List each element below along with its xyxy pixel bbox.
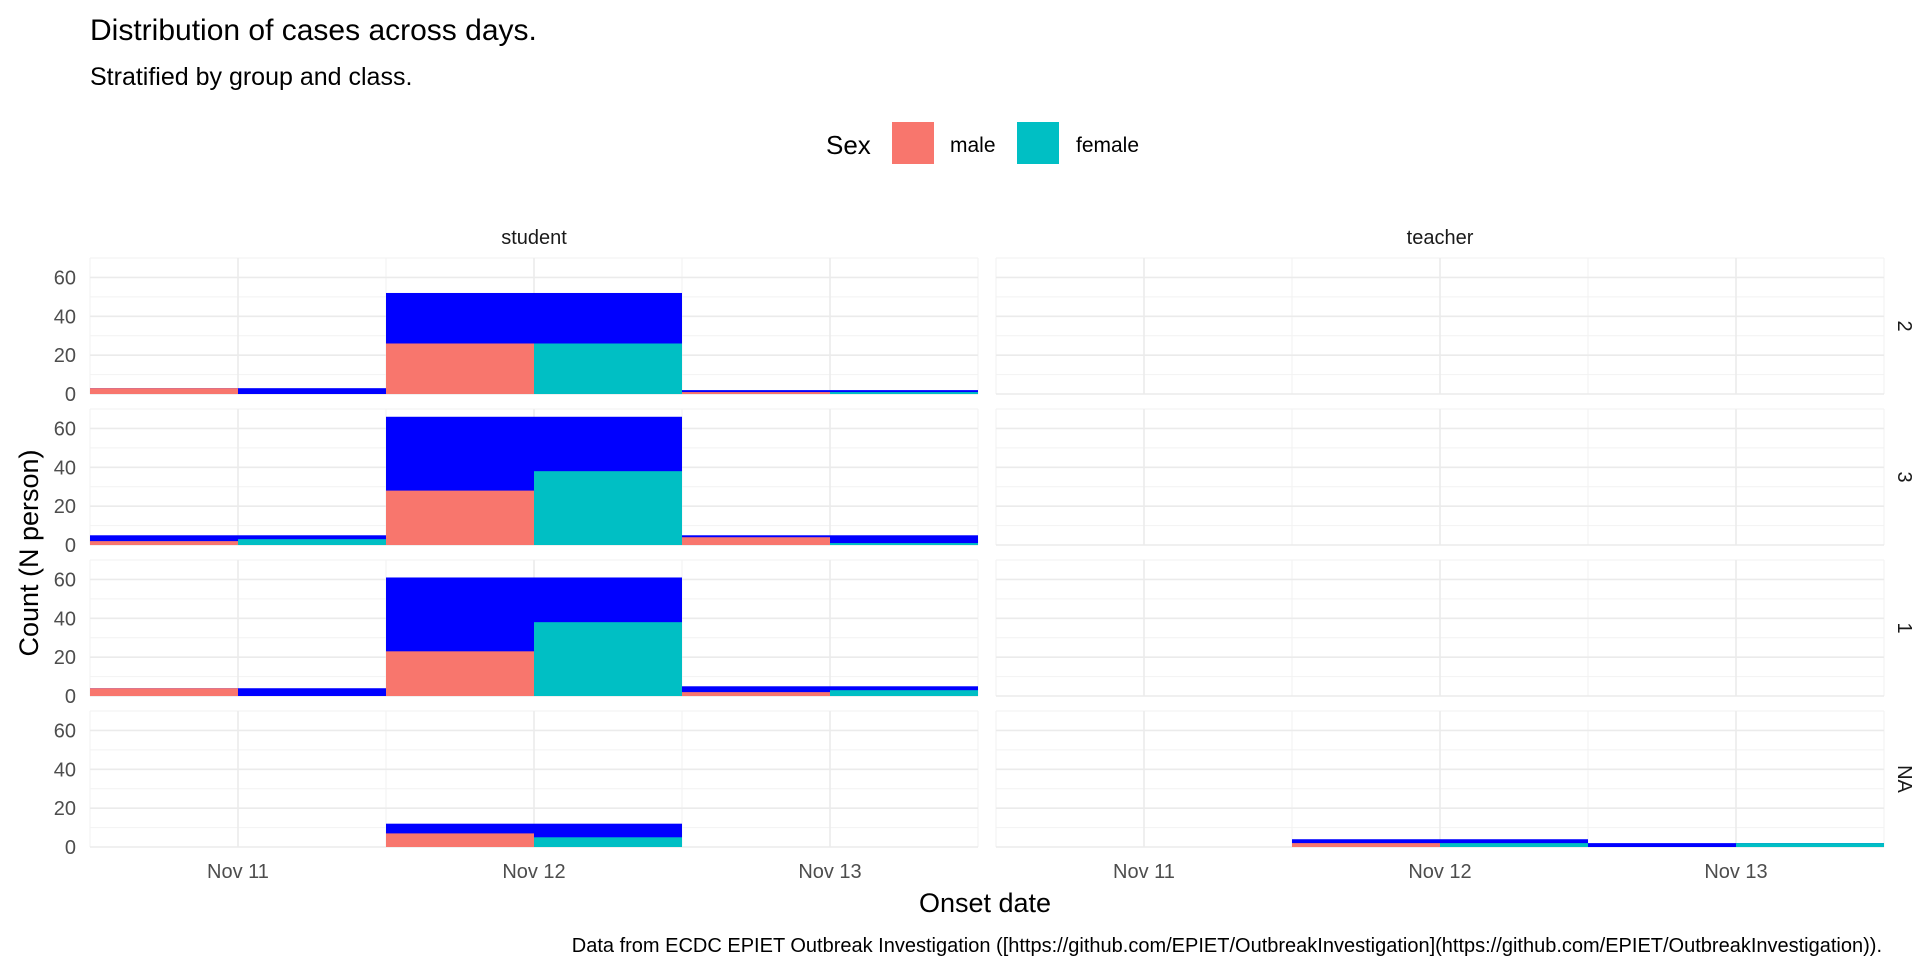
y-tick-label: 20	[54, 345, 76, 367]
x-tick-label: Nov 12	[1408, 861, 1471, 883]
bar-female	[534, 622, 682, 696]
strip-label-teacher: teacher	[1407, 227, 1474, 249]
y-tick-label: 40	[54, 608, 76, 630]
y-tick-label: 40	[54, 759, 76, 781]
y-tick-label: 0	[65, 686, 76, 708]
bar-male	[682, 392, 830, 394]
y-axis-title: Count (N person)	[14, 449, 44, 656]
x-tick-label: Nov 13	[798, 861, 861, 883]
y-tick-label: 60	[54, 569, 76, 591]
bar-female	[534, 471, 682, 545]
strip-label-row-1: 1	[1893, 622, 1915, 633]
bar-female	[534, 837, 682, 847]
x-axis-title: Onset date	[919, 888, 1051, 918]
bar-male	[1292, 843, 1440, 847]
legend: Sex male female	[826, 122, 1139, 164]
bar-male	[90, 541, 238, 545]
bar-male	[682, 692, 830, 696]
panel-student-1: 0 20 40 60	[54, 559, 979, 708]
legend-label-female: female	[1076, 134, 1139, 157]
y-tick-label: 40	[54, 457, 76, 479]
strip-label-student: student	[501, 227, 567, 249]
x-tick-label: Nov 11	[207, 861, 269, 883]
bar-male	[386, 651, 534, 696]
panel-teacher-1: 1	[995, 559, 1915, 697]
bar-female	[534, 343, 682, 394]
y-tick-label: 60	[54, 418, 76, 440]
bar-male	[90, 388, 238, 394]
x-tick-label: Nov 12	[502, 861, 565, 883]
panel-student-na: 0 20 40 60	[54, 710, 979, 859]
y-tick-label: 20	[54, 647, 76, 669]
legend-swatch-male	[892, 122, 934, 164]
bar-male	[386, 833, 534, 847]
y-tick-label: 40	[54, 306, 76, 328]
y-tick-label: 60	[54, 267, 76, 289]
bar-female	[1736, 843, 1884, 847]
bar-male	[386, 343, 534, 394]
strip-label-row-na: NA	[1893, 765, 1915, 793]
strip-label-row-2: 2	[1893, 320, 1915, 331]
panel-teacher-na: NA	[995, 710, 1915, 848]
strip-label-row-3: 3	[1893, 471, 1915, 482]
panel-student-2: 0 20 40 60	[54, 257, 979, 406]
y-tick-label: 20	[54, 798, 76, 820]
bar-female	[830, 543, 978, 545]
y-tick-label: 0	[65, 837, 76, 859]
chart-subtitle: Stratified by group and class.	[90, 63, 412, 91]
legend-title: Sex	[826, 130, 871, 160]
y-tick-label: 60	[54, 720, 76, 742]
panel-teacher-3: 3	[995, 408, 1915, 546]
legend-swatch-female	[1017, 122, 1059, 164]
legend-label-male: male	[950, 134, 996, 157]
bar-female	[830, 690, 978, 696]
x-tick-label: Nov 13	[1704, 861, 1767, 883]
y-tick-label: 20	[54, 496, 76, 518]
chart-caption: Data from ECDC EPIET Outbreak Investigat…	[572, 935, 1882, 957]
panel-teacher-2: 2	[995, 257, 1915, 395]
bar-female	[830, 392, 978, 394]
bar-male	[682, 537, 830, 545]
bar-female	[238, 539, 386, 545]
bar-male	[386, 490, 534, 545]
panel-student-3: 0 20 40 60	[54, 408, 979, 557]
y-tick-label: 0	[65, 384, 76, 406]
chart-title: Distribution of cases across days.	[90, 14, 537, 47]
bar-male	[90, 688, 238, 696]
x-tick-label: Nov 11	[1113, 861, 1175, 883]
y-tick-label: 0	[65, 535, 76, 557]
bar-female	[1440, 843, 1588, 847]
